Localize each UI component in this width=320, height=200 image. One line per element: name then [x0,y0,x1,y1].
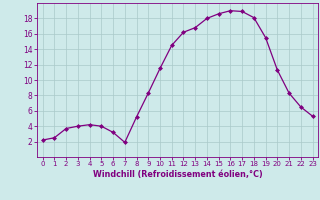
X-axis label: Windchill (Refroidissement éolien,°C): Windchill (Refroidissement éolien,°C) [93,170,262,179]
